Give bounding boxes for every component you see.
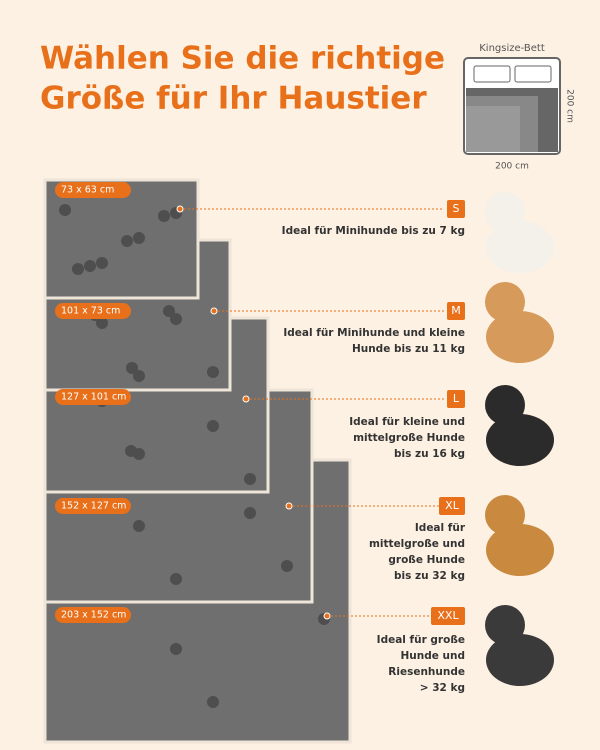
size-badge bbox=[439, 497, 465, 515]
paw-pattern bbox=[96, 257, 108, 269]
dimension-tag bbox=[55, 182, 131, 198]
size-badge bbox=[431, 607, 465, 625]
paw-pattern bbox=[207, 696, 219, 708]
pillow bbox=[514, 65, 552, 83]
pillow bbox=[473, 65, 511, 83]
bed-diagram: Kingsize-Bett 200 cm 200 cm bbox=[463, 43, 575, 172]
bed-height: 200 cm bbox=[565, 89, 575, 123]
size-badge bbox=[447, 302, 465, 320]
size-info: 73 x 63 cm S Ideal für Minihunde bis zu 7 … bbox=[55, 182, 554, 694]
size-badge bbox=[447, 390, 465, 408]
paw-pattern bbox=[281, 560, 293, 572]
dog-body bbox=[486, 414, 554, 466]
title-line: Wählen Sie die richtige bbox=[40, 41, 445, 77]
size-description: Riesenhunde bbox=[388, 666, 465, 678]
dog-head bbox=[485, 605, 525, 645]
paw-pattern bbox=[207, 366, 219, 378]
size-description: Ideal für Minihunde und kleine bbox=[283, 327, 465, 339]
size-description: mittelgroße Hunde bbox=[353, 432, 465, 444]
dimension-label: 203 x 152 cm bbox=[61, 610, 126, 621]
paw-pattern bbox=[126, 362, 138, 374]
size-label: M bbox=[451, 304, 461, 317]
dimension-label: 73 x 63 cm bbox=[61, 185, 114, 196]
paw-pattern bbox=[121, 235, 133, 247]
connector-dot bbox=[242, 395, 250, 403]
size-description: bis zu 16 kg bbox=[394, 448, 465, 460]
dog-head bbox=[485, 192, 525, 232]
size-description: Hunde und bbox=[401, 650, 466, 662]
dimension-label: 101 x 73 cm bbox=[61, 306, 120, 317]
dimension-tag bbox=[55, 303, 131, 319]
size-description: Hunde bis zu 11 kg bbox=[352, 343, 465, 355]
paw-pattern bbox=[84, 260, 96, 272]
paw-pattern bbox=[133, 232, 145, 244]
paw-pattern bbox=[133, 370, 145, 382]
paw-pattern bbox=[96, 317, 108, 329]
size-description: > 32 kg bbox=[420, 682, 465, 694]
paw-pattern bbox=[207, 420, 219, 432]
dog-head bbox=[485, 282, 525, 322]
dog-body bbox=[486, 221, 554, 273]
title-line: Größe für Ihr Haustier bbox=[40, 81, 427, 117]
size-description: Ideal für Minihunde bis zu 7 kg bbox=[282, 225, 465, 237]
size-description: mittelgroße und bbox=[369, 538, 465, 550]
size-description: Ideal für bbox=[415, 522, 466, 534]
size-description: bis zu 32 kg bbox=[394, 570, 465, 582]
size-description: Ideal für große bbox=[377, 634, 465, 646]
paw-pattern bbox=[170, 573, 182, 585]
connector-dot bbox=[176, 205, 184, 213]
size-label: L bbox=[453, 392, 460, 405]
paw-pattern bbox=[133, 520, 145, 532]
bed-label: Kingsize-Bett bbox=[479, 43, 545, 54]
size-label: S bbox=[453, 202, 460, 215]
size-label: XXL bbox=[437, 609, 459, 622]
dog-body bbox=[486, 634, 554, 686]
dimension-label: 127 x 101 cm bbox=[61, 392, 126, 403]
paw-pattern bbox=[170, 313, 182, 325]
size-description: Ideal für kleine und bbox=[349, 416, 465, 428]
paw-pattern bbox=[158, 210, 170, 222]
dimension-tag bbox=[55, 498, 131, 514]
size-description: große Hunde bbox=[388, 554, 465, 566]
paw-pattern bbox=[125, 445, 137, 457]
size-label: XL bbox=[445, 499, 460, 512]
connector-dot bbox=[285, 502, 293, 510]
connector-dot bbox=[323, 612, 331, 620]
paw-pattern bbox=[163, 305, 175, 317]
size-badge bbox=[447, 200, 465, 218]
dimension-tag bbox=[55, 607, 131, 623]
dog-head bbox=[485, 495, 525, 535]
paw-pattern bbox=[59, 204, 71, 216]
paw-pattern bbox=[244, 507, 256, 519]
bed-width: 200 cm bbox=[495, 162, 529, 172]
connector-dot bbox=[210, 307, 218, 315]
paw-pattern bbox=[72, 263, 84, 275]
blanket-preview bbox=[466, 106, 520, 152]
dog-body bbox=[486, 311, 554, 363]
dog-body bbox=[486, 524, 554, 576]
dimension-label: 152 x 127 cm bbox=[61, 501, 126, 512]
paw-pattern bbox=[170, 643, 182, 655]
dimension-tag bbox=[55, 389, 131, 405]
dog-head bbox=[485, 385, 525, 425]
paw-pattern bbox=[244, 473, 256, 485]
